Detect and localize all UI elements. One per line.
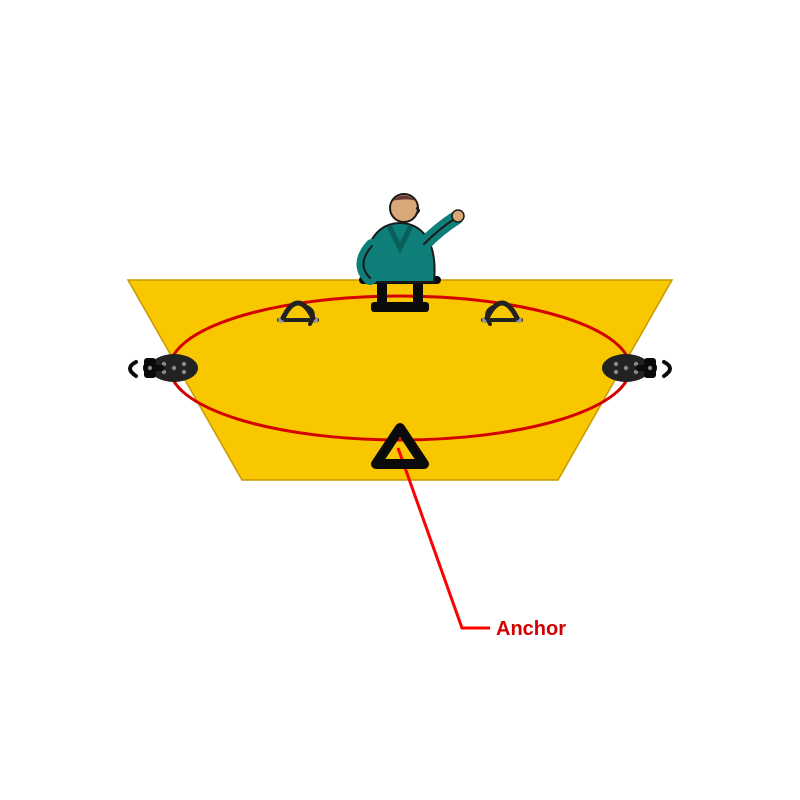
pulley-left-icon bbox=[130, 354, 198, 382]
diagram-svg bbox=[0, 0, 800, 800]
pulley-right-icon bbox=[602, 354, 670, 382]
anchor-label: Anchor bbox=[496, 618, 566, 641]
diagram-stage: Anchor bbox=[0, 0, 800, 800]
paddler-icon bbox=[363, 194, 464, 282]
